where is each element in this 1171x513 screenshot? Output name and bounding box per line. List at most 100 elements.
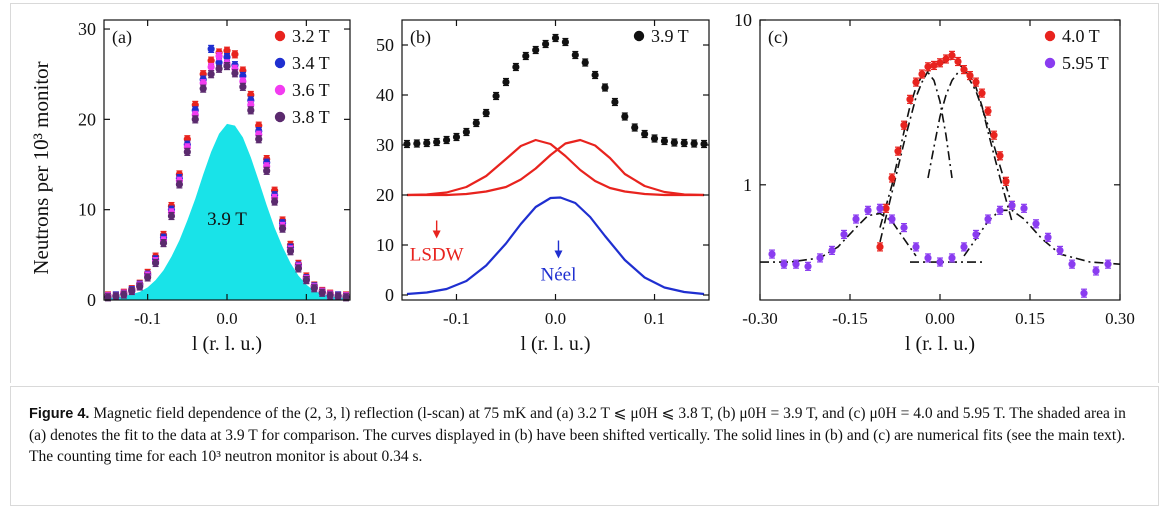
data-point (591, 71, 599, 79)
data-point (948, 254, 956, 262)
y-tick-label: 10 (376, 235, 394, 255)
y-tick-label: 0 (87, 290, 96, 310)
data-point (302, 276, 310, 284)
data-point (996, 206, 1004, 214)
data-point (223, 53, 231, 61)
data-point (231, 69, 239, 77)
data-point (1092, 267, 1100, 275)
data-point (894, 147, 902, 155)
legend-label: 3.2 T (292, 26, 330, 46)
data-point (522, 52, 530, 60)
data-point (342, 293, 350, 301)
data-point (601, 83, 609, 92)
data-point (294, 264, 303, 272)
data-point (286, 247, 295, 255)
panel-label: (c) (768, 27, 788, 48)
data-point (120, 290, 128, 299)
y-tick-label: 30 (78, 19, 96, 39)
data-point (482, 109, 490, 117)
panel-a: 3.9 T -0.1 0.0 0.1 0 10 20 30 (a) l (r. l. u.) Neu… (29, 19, 351, 355)
data-point (1056, 246, 1064, 254)
data-point (183, 148, 191, 156)
panel-c: -0.30 -0.15 0.00 0.15 0.30 1 10 (c) l (r. l. u.)… (734, 10, 1135, 355)
legend-label: 3.9 T (651, 26, 689, 46)
data-point (984, 107, 992, 115)
annotation-label-1: LSDW (410, 245, 464, 266)
y-tick-label: 10 (734, 10, 752, 30)
data-point (930, 61, 938, 70)
data-point (136, 282, 144, 291)
caption-box: Figure 4. Magnetic field dependence of t… (10, 386, 1159, 506)
data-point (1008, 201, 1016, 209)
data-point (271, 197, 279, 206)
data-point (900, 121, 908, 129)
data-point (906, 95, 914, 103)
data-point (452, 133, 461, 141)
y-axis-label: Neutrons per 10³ monitor (29, 61, 53, 274)
data-point (207, 45, 215, 53)
legend-marker (274, 57, 286, 69)
data-point (1002, 177, 1010, 185)
caption-label: Figure 4. (29, 406, 90, 422)
data-point (972, 230, 980, 239)
legend-marker (1044, 57, 1056, 69)
data-point (247, 106, 255, 114)
data-point (660, 137, 669, 145)
data-point (207, 57, 215, 65)
y-tick-label: 10 (78, 200, 96, 220)
data-point (551, 34, 560, 42)
y-tick-label: 50 (376, 35, 394, 55)
fit-line-1 (406, 138, 705, 197)
data-point (650, 134, 659, 143)
legend-marker (274, 111, 286, 123)
data-point (621, 112, 629, 121)
data-point (960, 243, 968, 251)
data-point (700, 140, 708, 148)
data-point (326, 291, 334, 300)
data-point (942, 55, 950, 63)
x-tick-label: 0.00 (925, 309, 955, 328)
data-point (912, 243, 920, 251)
series-5-95-t (768, 200, 1112, 298)
data-point (864, 206, 872, 214)
x-tick-label: 0.30 (1105, 309, 1135, 328)
data-point (1080, 289, 1088, 297)
x-tick-label: 0.1 (644, 309, 665, 328)
data-point (918, 70, 926, 78)
y-tick-label: 40 (376, 85, 394, 105)
data-point (792, 260, 800, 268)
data-point (502, 78, 510, 86)
data-point (912, 78, 920, 86)
data-point (631, 123, 639, 132)
data-point (462, 128, 470, 136)
y-tick-label: 30 (376, 135, 394, 155)
data-point (670, 138, 678, 147)
series-3-9-t (403, 33, 708, 149)
x-tick-label: -0.15 (832, 309, 867, 328)
x-tick-label: 0.1 (296, 309, 317, 328)
y-tick-label: 20 (78, 109, 96, 129)
data-point (924, 63, 932, 71)
shaded-fit-area (107, 123, 347, 300)
data-point (239, 83, 247, 91)
panel-label: (b) (410, 27, 431, 48)
data-point (641, 130, 649, 138)
panel-b: LSDW Néel -0.1 0.0 0.1 0 10 20 30 40 50 (b) l (r. l.… (376, 19, 710, 355)
data-point (924, 254, 932, 262)
data-point (936, 258, 944, 266)
data-point (966, 71, 974, 80)
data-point (223, 62, 231, 70)
data-point (318, 289, 326, 297)
data-point (888, 174, 896, 182)
data-point (263, 167, 271, 175)
data-point (1032, 220, 1040, 228)
legend-label: 4.0 T (1062, 26, 1100, 46)
data-point (128, 287, 136, 295)
data-point (852, 215, 860, 223)
data-point (680, 139, 688, 147)
caption-text: Magnetic field dependence of the (2, 3, … (29, 405, 1126, 465)
data-point (948, 51, 956, 59)
figure-area (10, 3, 1159, 383)
series-3-8-t (104, 61, 350, 302)
data-point (972, 78, 980, 86)
